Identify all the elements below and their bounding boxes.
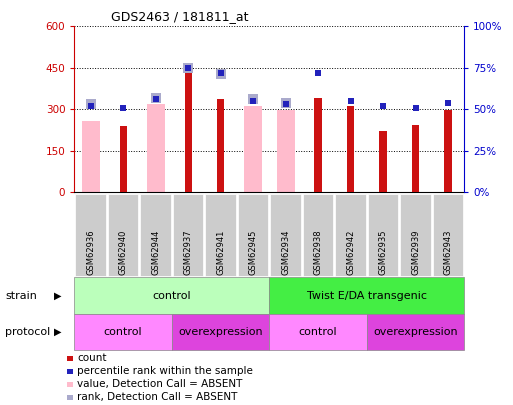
Text: GSM62945: GSM62945 xyxy=(249,230,258,275)
Bar xyxy=(314,98,322,192)
Bar xyxy=(185,63,192,192)
Text: GSM62939: GSM62939 xyxy=(411,230,420,275)
Text: ▶: ▶ xyxy=(54,291,62,301)
Text: GSM62944: GSM62944 xyxy=(151,230,160,275)
Text: count: count xyxy=(77,354,107,363)
Bar xyxy=(120,126,127,192)
Text: GSM62940: GSM62940 xyxy=(119,230,128,275)
Bar xyxy=(347,106,354,192)
Text: GSM62936: GSM62936 xyxy=(86,230,95,275)
Text: rank, Detection Call = ABSENT: rank, Detection Call = ABSENT xyxy=(77,392,238,402)
Text: GSM62937: GSM62937 xyxy=(184,230,192,275)
Text: overexpression: overexpression xyxy=(373,327,458,337)
Text: strain: strain xyxy=(5,291,37,301)
Bar xyxy=(412,126,419,192)
Text: value, Detection Call = ABSENT: value, Detection Call = ABSENT xyxy=(77,379,242,389)
Text: GSM62943: GSM62943 xyxy=(444,230,452,275)
Text: protocol: protocol xyxy=(5,327,50,337)
Text: GSM62935: GSM62935 xyxy=(379,230,387,275)
Bar xyxy=(217,99,224,192)
Text: overexpression: overexpression xyxy=(179,327,263,337)
Bar xyxy=(277,110,294,192)
Text: percentile rank within the sample: percentile rank within the sample xyxy=(77,367,253,376)
Bar xyxy=(444,110,451,192)
Text: control: control xyxy=(104,327,143,337)
Text: ▶: ▶ xyxy=(54,327,62,337)
Text: GSM62941: GSM62941 xyxy=(216,230,225,275)
Text: control: control xyxy=(299,327,338,337)
Bar xyxy=(147,104,165,192)
Text: GSM62938: GSM62938 xyxy=(313,230,323,275)
Bar xyxy=(244,106,262,192)
Text: GSM62942: GSM62942 xyxy=(346,230,355,275)
Text: GSM62934: GSM62934 xyxy=(281,230,290,275)
Text: GDS2463 / 181811_at: GDS2463 / 181811_at xyxy=(111,10,248,23)
Text: Twist E/DA transgenic: Twist E/DA transgenic xyxy=(307,291,427,301)
Text: control: control xyxy=(152,291,191,301)
Bar xyxy=(380,131,387,192)
Bar xyxy=(82,121,100,192)
